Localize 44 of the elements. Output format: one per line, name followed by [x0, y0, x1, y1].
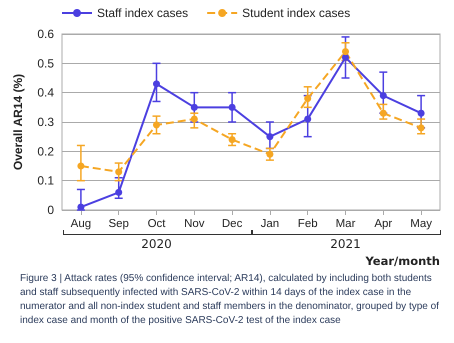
point [153, 80, 160, 88]
point [380, 110, 387, 117]
y-axis-title: Overall AR14 (%) [11, 74, 25, 170]
point [266, 133, 274, 140]
x-tick-label: Apr [374, 218, 392, 230]
x-tick-label: Aug [70, 218, 92, 230]
y-tick-label: 0.1 [37, 174, 54, 188]
x-tick-label: Mar [336, 218, 356, 230]
legend-label: Student index cases [242, 6, 350, 20]
point [115, 188, 122, 196]
point [418, 110, 425, 117]
point [190, 104, 198, 111]
x-tick-label: May [410, 218, 432, 230]
point [304, 116, 312, 123]
point [266, 150, 274, 158]
point [228, 104, 236, 111]
point [153, 121, 160, 128]
x-tick-label: Jan [260, 218, 280, 230]
x-tick-label: Dec [222, 218, 243, 230]
text: 2020 [140, 237, 173, 251]
caption: Figure 3 | Attack rates (95% confidence interval; AR14), calculated by including both students and staff subsequently infected with SARS-CoV-2 within 14 days of the index case in the numerator and all non-index student and staff members in the denominator, grouped by type of index case and month of the positive SARS-CoV-2 test of the index case [19, 272, 440, 328]
x-tick-label: Feb [298, 218, 318, 230]
y-tick-label: 0.2 [37, 144, 54, 158]
point [77, 204, 84, 211]
y-tick-label: 0.5 [37, 56, 54, 70]
x-tick-label: Nov [184, 218, 205, 230]
point [77, 162, 84, 170]
y-tick-label: 0.3 [37, 115, 54, 129]
y-tick-label: 0.4 [37, 86, 54, 100]
x-tick-label: Sep [108, 218, 129, 230]
y-tick-label: 0 [47, 203, 54, 217]
point [380, 92, 387, 100]
x-tick-label: Oct [148, 218, 166, 230]
point [190, 116, 198, 123]
point [418, 124, 425, 132]
point [342, 48, 349, 56]
point [228, 136, 236, 144]
point [115, 168, 122, 176]
point [304, 95, 312, 102]
x-axis-title: Year/month [366, 254, 440, 268]
point [342, 54, 349, 61]
legend-label: Staff index cases [97, 6, 188, 20]
text: 2021 [329, 237, 362, 251]
y-tick-label: 0.6 [37, 27, 54, 41]
